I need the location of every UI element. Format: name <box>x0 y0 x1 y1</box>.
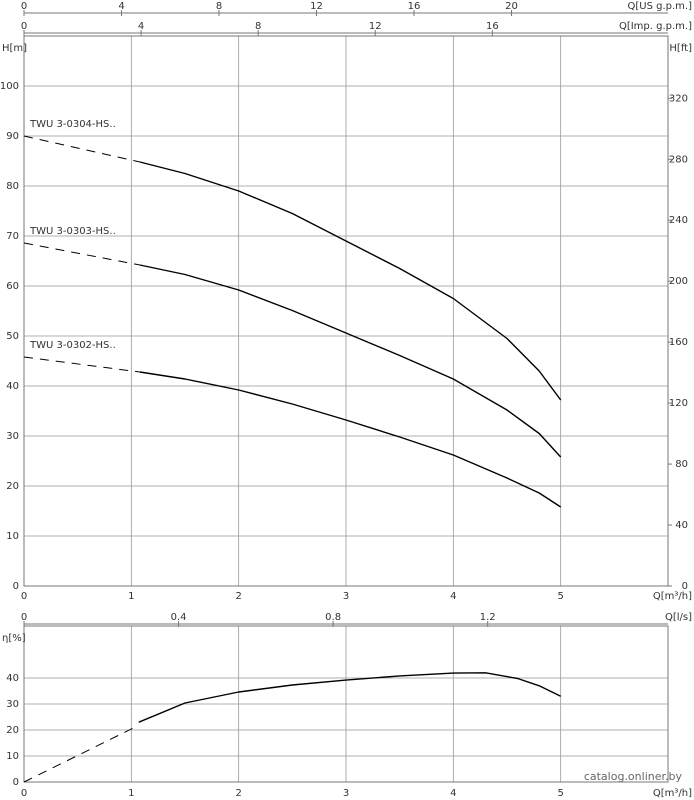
top-axis-label: Q[l/s] <box>665 612 692 623</box>
y-tick-label: 30 <box>6 699 19 710</box>
top-axis-tick-label: 0.8 <box>325 612 341 623</box>
x-tick-label: 4 <box>450 788 456 799</box>
top-axis-tick-label: 0 <box>21 612 27 623</box>
y-tick-label: 40 <box>6 673 19 684</box>
y-tick-label: 20 <box>6 481 19 492</box>
y-tick-label: 30 <box>6 431 19 442</box>
y-tick-label: 10 <box>6 531 19 542</box>
curve <box>139 264 562 458</box>
x-tick-label: 2 <box>235 788 241 799</box>
curve <box>139 161 562 401</box>
top-axis-tick-label: 12 <box>310 1 323 12</box>
top-axis-tick-label: 20 <box>505 1 518 12</box>
x-tick-label: 4 <box>450 591 456 602</box>
y-tick-label: 10 <box>6 751 19 762</box>
top-axis-label: Q[US g.p.m.] <box>628 1 693 12</box>
top-axis-tick-label: 16 <box>408 1 421 12</box>
y-axis-label: η[%] <box>2 633 26 644</box>
top-axis-tick-label: 8 <box>216 1 222 12</box>
curve-label: TWU 3-0303-HS.. <box>29 226 116 237</box>
y-tick-label: 40 <box>6 381 19 392</box>
top-axis-tick-label: 0 <box>21 21 27 32</box>
extrapolated-curve <box>23 724 140 783</box>
plot-frame <box>23 35 669 587</box>
extrapolated-curve <box>23 356 140 373</box>
x-tick-label: 5 <box>557 788 563 799</box>
y-tick-label: 50 <box>6 331 19 342</box>
top-axis-tick-label: 0.4 <box>171 612 187 623</box>
curve <box>138 672 562 723</box>
x-tick-label: 0 <box>21 788 27 799</box>
x-tick-label: 2 <box>235 591 241 602</box>
x-tick-label: 3 <box>343 591 349 602</box>
top-axis-tick-label: 1.2 <box>480 612 496 623</box>
extrapolated-curve <box>23 135 141 163</box>
x-tick-label: 1 <box>128 591 134 602</box>
y-tick-label: 60 <box>6 281 19 292</box>
y2-tick-label: 320 <box>669 93 688 104</box>
top-axis-tick-label: 4 <box>138 21 144 32</box>
top-axis-tick-label: 0 <box>21 1 27 12</box>
x-tick-label: 3 <box>343 788 349 799</box>
x-tick-label: 0 <box>21 591 27 602</box>
y-tick-label: 80 <box>6 181 19 192</box>
top-axis-tick-label: 16 <box>486 21 499 32</box>
top-axis-tick-label: 12 <box>369 21 382 32</box>
top-axis-tick-label: 8 <box>255 21 261 32</box>
curve-label: TWU 3-0304-HS.. <box>29 119 116 130</box>
y-axis-label: H[m] <box>2 43 27 54</box>
top-axis-tick-label: 4 <box>118 1 124 12</box>
watermark: catalog.onliner.by <box>584 770 683 783</box>
top-axis-label: Q[Imp. g.p.m.] <box>619 21 692 32</box>
x-tick-label: 5 <box>557 591 563 602</box>
x-tick-label: 1 <box>128 788 134 799</box>
y2-axis-label: H[ft] <box>669 43 692 54</box>
y2-tick-label: 0 <box>682 581 688 592</box>
curve-label: TWU 3-0302-HS.. <box>29 340 116 351</box>
y-tick-label: 90 <box>6 131 19 142</box>
y-tick-label: 0 <box>13 581 19 592</box>
y2-tick-label: 200 <box>669 276 688 287</box>
y2-tick-label: 160 <box>669 337 688 348</box>
y2-tick-label: 80 <box>675 459 688 470</box>
y2-tick-label: 40 <box>675 520 688 531</box>
y2-tick-label: 240 <box>669 215 688 226</box>
y-tick-label: 70 <box>6 231 19 242</box>
plot-frame <box>23 625 669 783</box>
y2-tick-label: 120 <box>669 398 688 409</box>
x-axis-label: Q[m³/h] <box>653 591 692 602</box>
y-tick-label: 100 <box>0 81 19 92</box>
y-tick-label: 20 <box>6 725 19 736</box>
x-axis-label: Q[m³/h] <box>653 788 692 799</box>
y-tick-label: 0 <box>13 777 19 788</box>
curve <box>139 371 562 508</box>
extrapolated-curve <box>23 242 140 266</box>
y2-tick-label: 280 <box>669 154 688 165</box>
